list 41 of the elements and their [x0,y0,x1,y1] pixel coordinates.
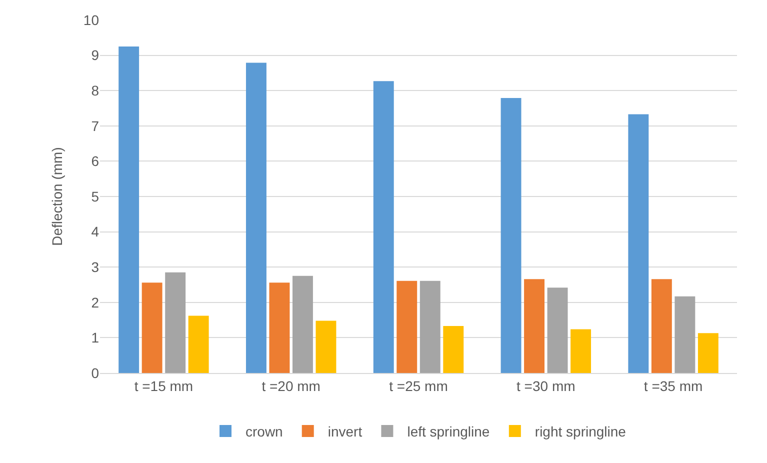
bar [118,46,140,373]
bar [269,282,290,373]
bar [500,98,522,373]
y-tick-label: 2 [91,294,100,310]
y-tick-label: 1 [91,330,100,346]
y-tick-label: 7 [91,118,100,134]
bar [547,288,568,373]
legend-label: right springline [534,423,626,440]
bar [188,316,209,373]
bar [292,276,313,373]
x-tick-label: t =35 mm [644,378,703,394]
legend-label: left springline [407,423,490,440]
y-tick-label: 10 [83,12,100,28]
x-tick-label: t =30 mm [516,378,576,394]
x-tick-label: t =15 mm [134,378,194,394]
x-tick-label: t =20 mm [262,378,320,394]
y-axis-title: Deflection (mm) [49,147,65,246]
bar [246,62,266,373]
y-tick-label: 0 [91,364,100,381]
y-tick-label: 3 [91,259,100,275]
bar [524,279,544,373]
y-tick-label: 8 [91,82,100,98]
legend-label: invert [328,423,362,440]
bar [651,279,672,373]
bar [443,326,464,373]
bar [396,280,418,373]
y-tick-label: 9 [91,47,100,64]
bar [373,81,394,373]
legend-label: crown [246,423,283,440]
bar [316,320,336,373]
bar [628,114,649,373]
y-tick-label: 5 [91,188,100,204]
y-tick-label: 4 [91,224,100,240]
x-tick-label: t =25 mm [389,378,448,394]
bar [570,329,592,373]
bar [674,296,696,373]
bar [698,333,718,373]
bar [420,280,440,373]
y-tick-label: 6 [91,153,100,170]
bar [142,282,162,373]
bar [165,272,186,373]
